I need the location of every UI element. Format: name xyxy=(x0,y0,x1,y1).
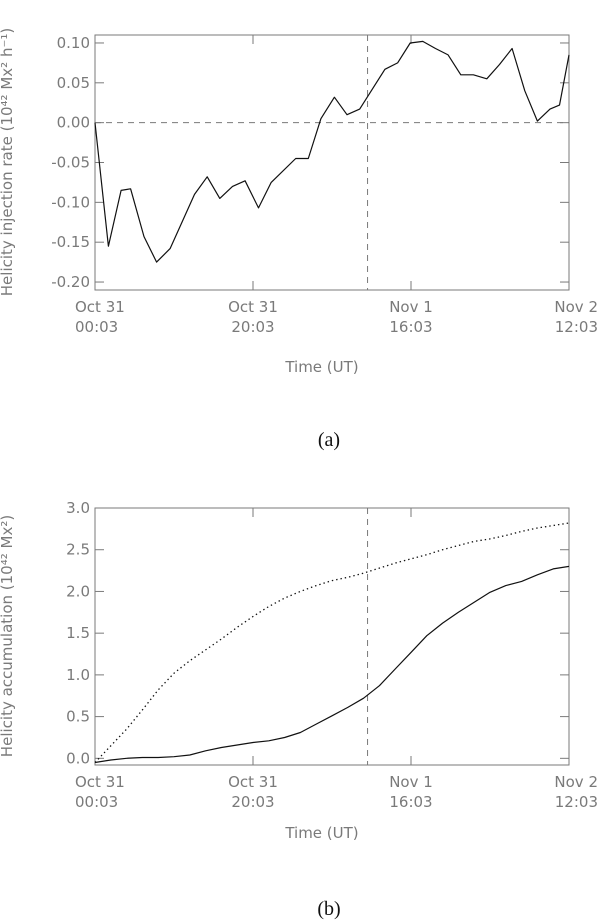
y-tick-label: -0.20 xyxy=(51,273,90,291)
x-axis-title-b: Time (UT) xyxy=(284,824,358,842)
x-tick-label-time: 20:03 xyxy=(231,318,274,336)
x-tick-label-time: 00:03 xyxy=(75,318,118,336)
panel-caption-a: (a) xyxy=(318,429,340,451)
y-tick-label: -0.05 xyxy=(51,154,90,172)
y-tick-label: 2.0 xyxy=(66,582,90,600)
x-tick-label-date: Oct 31 xyxy=(228,298,278,316)
y-tick-label: 0.0 xyxy=(66,749,90,767)
solid-series-line xyxy=(94,565,570,764)
y-tick-label: 1.5 xyxy=(66,624,90,642)
series-group-b xyxy=(94,522,570,764)
dotted-series-line xyxy=(94,522,570,763)
x-tick-label-date: Nov 1 xyxy=(389,773,433,791)
x-tick-label-time: 12:03 xyxy=(555,793,598,811)
y-tick-label: 3.0 xyxy=(66,499,90,517)
panel-b: 3.0 2.5 2.0 1.5 1.0 0.5 0.0 Oct 31 00:03 Oct 31 20… xyxy=(0,499,598,920)
plot-frame-a xyxy=(94,34,570,291)
x-tick-label-date: Nov 2 xyxy=(554,773,598,791)
x-tick-label-time: 16:03 xyxy=(389,318,432,336)
reference-lines-a xyxy=(95,35,569,290)
panel-caption-b: (b) xyxy=(317,898,340,920)
x-tick-label-time: 16:03 xyxy=(389,793,432,811)
panel-a: 0.10 0.05 0.00 -0.05 -0.10 -0.15 -0.20 Oct 31 00… xyxy=(0,28,598,451)
plot-frame-b xyxy=(94,507,570,766)
y-tick-label: 2.5 xyxy=(66,541,90,559)
axis-ticks-a: 0.10 0.05 0.00 -0.05 -0.10 -0.15 -0.20 Oct 31 00… xyxy=(51,34,598,336)
x-tick-label-time: 20:03 xyxy=(231,793,274,811)
solid-series-line xyxy=(94,40,570,263)
y-tick-label: 1.0 xyxy=(66,666,90,684)
x-axis-title-a: Time (UT) xyxy=(284,358,358,376)
axis-ticks-b: 3.0 2.5 2.0 1.5 1.0 0.5 0.0 Oct 31 00:03 Oct 31 20… xyxy=(66,499,598,811)
y-tick-label: 0.05 xyxy=(57,74,90,92)
x-tick-label-date: Nov 2 xyxy=(554,298,598,316)
y-axis-title-b: Helicity accumulation (10⁴² Mx²) xyxy=(0,515,16,757)
x-tick-label-date: Oct 31 xyxy=(228,773,278,791)
y-tick-label: 0.00 xyxy=(57,114,90,132)
y-tick-label: 0.5 xyxy=(66,708,90,726)
x-tick-label-time: 12:03 xyxy=(555,318,598,336)
y-axis-title-a: Helicity injection rate (10⁴² Mx² h⁻¹) xyxy=(0,28,16,296)
y-tick-label: -0.15 xyxy=(51,233,90,251)
y-tick-label: 0.10 xyxy=(57,34,90,52)
x-tick-label-date: Oct 31 xyxy=(75,773,125,791)
x-tick-label-date: Nov 1 xyxy=(389,298,433,316)
x-tick-label-date: Oct 31 xyxy=(75,298,125,316)
x-tick-label-time: 00:03 xyxy=(75,793,118,811)
series-group-a xyxy=(94,40,570,263)
y-tick-label: -0.10 xyxy=(51,193,90,211)
